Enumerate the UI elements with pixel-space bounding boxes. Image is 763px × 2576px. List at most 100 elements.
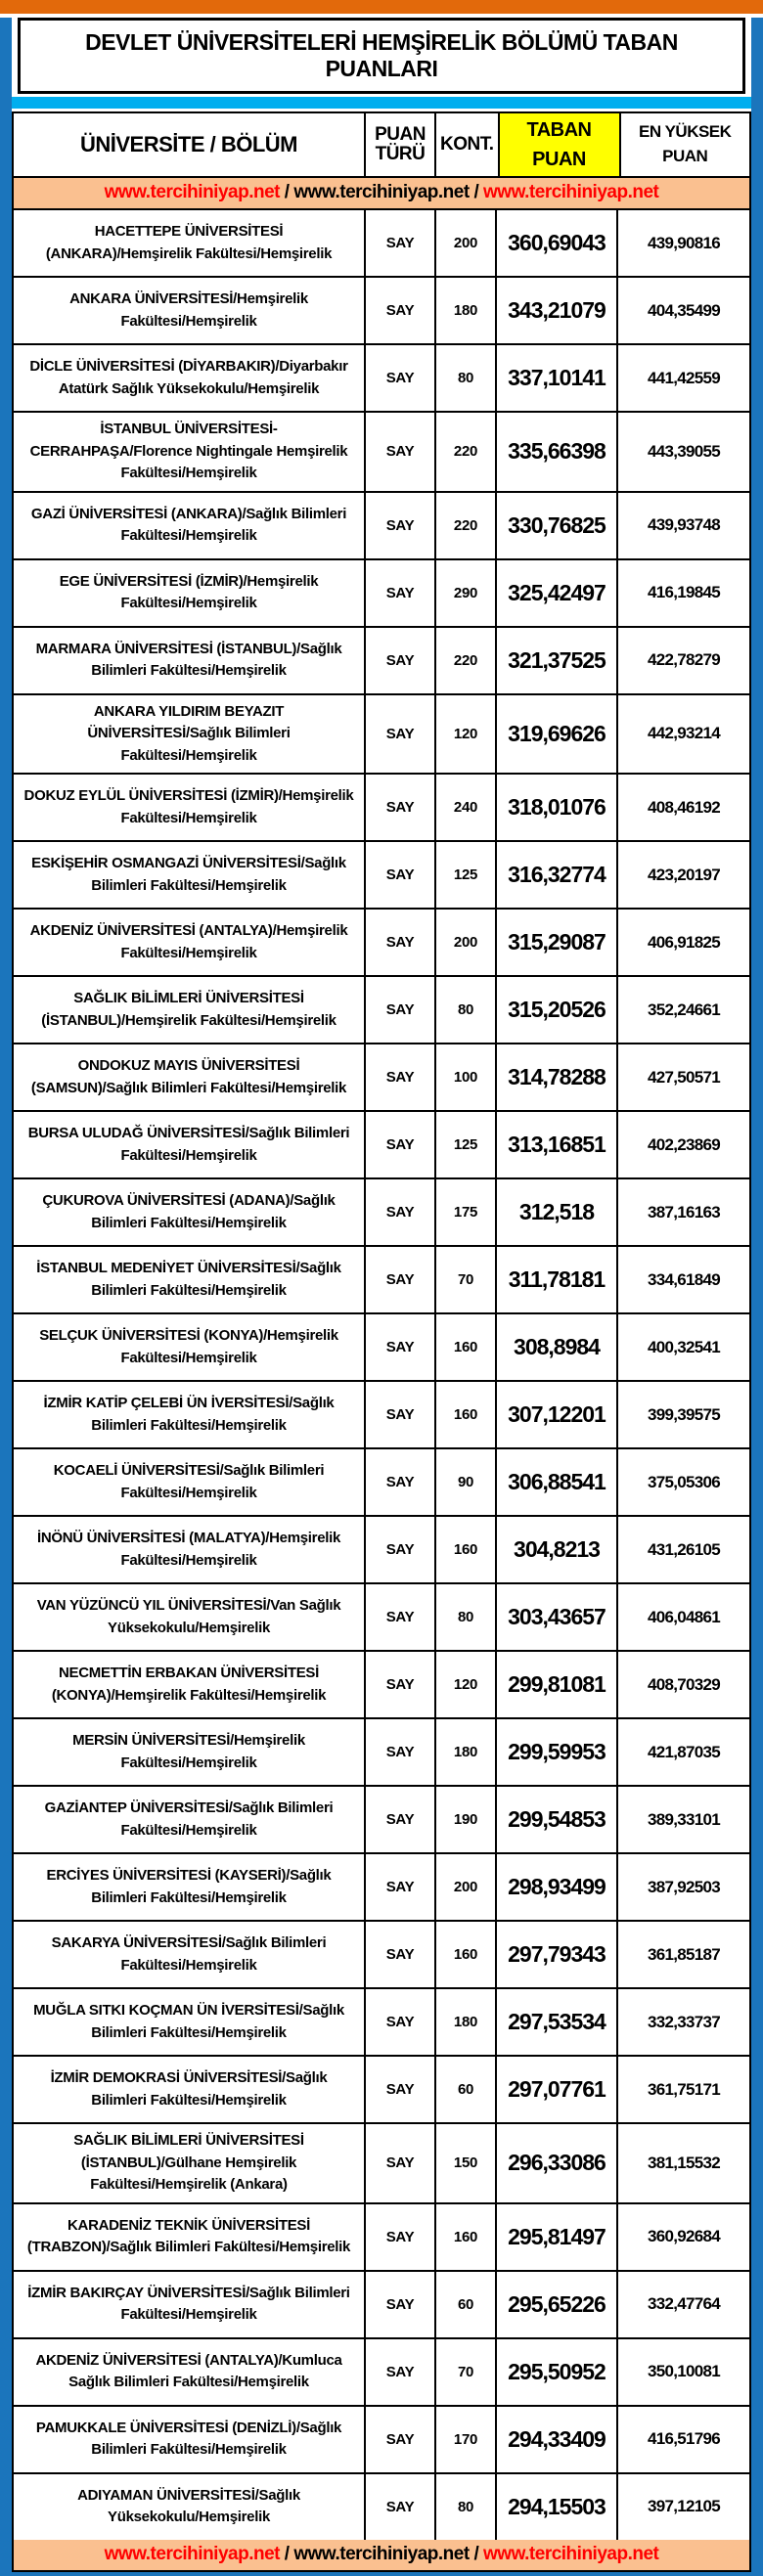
table-row: KARADENİZ TEKNİK ÜNİVERSİTESİ (TRABZON)/… bbox=[14, 2203, 749, 2272]
table-row: BURSA ULUDAĞ ÜNİVERSİTESİ/Sağlık Bilimle… bbox=[14, 1112, 749, 1179]
score-type-cell: SAY bbox=[366, 2124, 436, 2202]
table-row: NECMETTİN ERBAKAN ÜNİVERSİTESİ (KONYA)/H… bbox=[14, 1652, 749, 1719]
highest-score-cell: 400,32541 bbox=[647, 1337, 721, 1356]
quota-cell: 150 bbox=[436, 2124, 497, 2202]
university-cell: İZMİR KATİP ÇELEBİ ÜN İVERSİTESİ/Sağlık … bbox=[14, 1382, 366, 1447]
base-score-cell: 303,43657 bbox=[497, 1584, 618, 1650]
university-cell: EGE ÜNİVERSİTESİ (İZMİR)/Hemşirelik Fakü… bbox=[14, 559, 366, 626]
base-score-cell: 296,33086 bbox=[497, 2124, 618, 2202]
university-cell: BURSA ULUDAĞ ÜNİVERSİTESİ/Sağlık Bilimle… bbox=[14, 1112, 366, 1177]
quota-cell: 170 bbox=[436, 2406, 497, 2472]
base-score-cell: 304,8213 bbox=[497, 1517, 618, 1582]
university-cell: ANKARA ÜNİVERSİTESİ/Hemşirelik Fakültesi… bbox=[14, 278, 366, 343]
university-cell: ÇUKUROVA ÜNİVERSİTESİ (ADANA)/Sağlık Bil… bbox=[14, 1179, 366, 1245]
highest-score-cell: 361,75171 bbox=[647, 2079, 721, 2099]
table-row: VAN YÜZÜNCÜ YIL ÜNİVERSİTESİ/Van Sağlık … bbox=[14, 1584, 749, 1652]
university-cell: SAĞLIK BİLİMLERİ ÜNİVERSİTESİ (İSTANBUL)… bbox=[14, 977, 366, 1043]
table-row: ONDOKUZ MAYIS ÜNİVERSİTESİ (SAMSUN)/Sağl… bbox=[14, 1044, 749, 1112]
highest-score-cell: 427,50571 bbox=[647, 1067, 721, 1087]
quota-cell: 120 bbox=[436, 1652, 497, 1717]
university-cell: DOKUZ EYLÜL ÜNİVERSİTESİ (İZMİR)/Hemşire… bbox=[14, 775, 366, 840]
highest-score-cell: 416,51796 bbox=[647, 2429, 721, 2448]
quota-cell: 220 bbox=[436, 413, 497, 491]
university-cell: PAMUKKALE ÜNİVERSİTESİ (DENİZLİ)/Sağlık … bbox=[14, 2406, 366, 2472]
highest-score-cell: 422,78279 bbox=[647, 650, 721, 669]
university-cell: MUĞLA SITKI KOÇMAN ÜN İVERSİTESİ/Sağlık … bbox=[14, 1989, 366, 2055]
base-score-cell: 299,54853 bbox=[497, 1787, 618, 1852]
highest-score-cell: 334,61849 bbox=[647, 1269, 721, 1289]
base-score-cell: 294,33409 bbox=[497, 2406, 618, 2472]
base-score-cell: 306,88541 bbox=[497, 1449, 618, 1515]
highest-score-cell: 416,19845 bbox=[647, 583, 721, 601]
quota-cell: 90 bbox=[436, 1449, 497, 1515]
score-type-cell: SAY bbox=[366, 1382, 436, 1447]
quota-cell: 80 bbox=[436, 1584, 497, 1650]
quota-cell: 160 bbox=[436, 2203, 497, 2270]
highest-score-cell: 404,35499 bbox=[647, 300, 721, 320]
base-score-cell: 321,37525 bbox=[497, 627, 618, 693]
base-score-cell: 325,42497 bbox=[497, 559, 618, 626]
quota-cell: 160 bbox=[436, 1314, 497, 1380]
highest-score-cell: 421,87035 bbox=[647, 1742, 721, 1761]
website-link[interactable]: www.tercihiniyap.net bbox=[104, 182, 281, 202]
highest-score-cell: 352,24661 bbox=[647, 999, 721, 1019]
top-white-strip bbox=[0, 14, 763, 18]
university-cell: İSTANBUL MEDENİYET ÜNİVERSİTESİ/Sağlık B… bbox=[14, 1247, 366, 1312]
base-score-cell: 312,518 bbox=[497, 1179, 618, 1245]
website-link[interactable]: www.tercihiniyap.net bbox=[293, 2543, 470, 2564]
base-score-cell: 308,8984 bbox=[497, 1314, 618, 1380]
university-cell: İZMİR BAKIRÇAY ÜNİVERSİTESİ/Sağlık Bilim… bbox=[14, 2271, 366, 2337]
base-score-cell: 314,78288 bbox=[497, 1044, 618, 1110]
score-type-cell: SAY bbox=[366, 1314, 436, 1380]
table-row: MARMARA ÜNİVERSİTESİ (İSTANBUL)/Sağlık B… bbox=[14, 627, 749, 695]
table-row: MERSİN ÜNİVERSİTESİ/Hemşirelik Fakültesi… bbox=[14, 1719, 749, 1787]
score-type-cell: SAY bbox=[366, 977, 436, 1043]
quota-cell: 220 bbox=[436, 627, 497, 693]
table-row: ANKARA YILDIRIM BEYAZIT ÜNİVERSİTESİ/Sağ… bbox=[14, 694, 749, 775]
university-cell: NECMETTİN ERBAKAN ÜNİVERSİTESİ (KONYA)/H… bbox=[14, 1652, 366, 1717]
quota-cell: 220 bbox=[436, 492, 497, 558]
website-link[interactable]: www.tercihiniyap.net bbox=[293, 182, 470, 202]
base-score-cell: 343,21079 bbox=[497, 278, 618, 343]
highest-score-cell: 402,23869 bbox=[647, 1134, 721, 1154]
score-type-cell: SAY bbox=[366, 413, 436, 491]
university-cell: VAN YÜZÜNCÜ YIL ÜNİVERSİTESİ/Van Sağlık … bbox=[14, 1584, 366, 1650]
website-link[interactable]: www.tercihiniyap.net bbox=[104, 2543, 281, 2564]
score-type-cell: SAY bbox=[366, 1112, 436, 1177]
table-row: SAĞLIK BİLİMLERİ ÜNİVERSİTESİ (İSTANBUL)… bbox=[14, 2124, 749, 2204]
university-cell: ERCİYES ÜNİVERSİTESİ (KAYSERİ)/Sağlık Bi… bbox=[14, 1854, 366, 1920]
quota-cell: 125 bbox=[436, 1112, 497, 1177]
base-score-cell: 297,79343 bbox=[497, 1922, 618, 1987]
score-type-cell: SAY bbox=[366, 2473, 436, 2540]
quota-cell: 80 bbox=[436, 977, 497, 1043]
table-row: ÇUKUROVA ÜNİVERSİTESİ (ADANA)/Sağlık Bil… bbox=[14, 1179, 749, 1247]
score-type-cell: SAY bbox=[366, 345, 436, 411]
highest-score-cell: 332,47764 bbox=[647, 2294, 721, 2313]
highest-score-cell: 360,92684 bbox=[647, 2227, 721, 2245]
table-row: KOCAELİ ÜNİVERSİTESİ/Sağlık Bilimleri Fa… bbox=[14, 1449, 749, 1517]
university-cell: MERSİN ÜNİVERSİTESİ/Hemşirelik Fakültesi… bbox=[14, 1719, 366, 1785]
university-cell: MARMARA ÜNİVERSİTESİ (İSTANBUL)/Sağlık B… bbox=[14, 627, 366, 693]
table-row: HACETTEPE ÜNİVERSİTESİ (ANKARA)/Hemşirel… bbox=[14, 210, 749, 278]
score-type-cell: SAY bbox=[366, 1449, 436, 1515]
table-row: İZMİR DEMOKRASİ ÜNİVERSİTESİ/Sağlık Bili… bbox=[14, 2057, 749, 2124]
quota-cell: 190 bbox=[436, 1787, 497, 1852]
highest-score-cell: 399,39575 bbox=[647, 1404, 721, 1424]
score-type-cell: SAY bbox=[366, 492, 436, 558]
table-row: İZMİR BAKIRÇAY ÜNİVERSİTESİ/Sağlık Bilim… bbox=[14, 2271, 749, 2339]
base-score-cell: 330,76825 bbox=[497, 492, 618, 558]
highest-score-cell: 361,85187 bbox=[647, 1944, 721, 1964]
website-link[interactable]: www.tercihiniyap.net bbox=[483, 182, 659, 202]
quota-cell: 160 bbox=[436, 1517, 497, 1582]
university-cell: SELÇUK ÜNİVERSİTESİ (KONYA)/Hemşirelik F… bbox=[14, 1314, 366, 1380]
highest-score-cell: 397,12105 bbox=[647, 2497, 721, 2515]
website-url-bar-bottom: www.tercihiniyap.net / www.tercihiniyap.… bbox=[14, 2539, 749, 2570]
table-row: İNÖNÜ ÜNİVERSİTESİ (MALATYA)/Hemşirelik … bbox=[14, 1517, 749, 1584]
score-type-cell: SAY bbox=[366, 1517, 436, 1582]
base-score-cell: 294,15503 bbox=[497, 2473, 618, 2540]
score-type-cell: SAY bbox=[366, 842, 436, 908]
website-link[interactable]: www.tercihiniyap.net bbox=[483, 2543, 659, 2564]
university-cell: ESKİŞEHİR OSMANGAZİ ÜNİVERSİTESİ/Sağlık … bbox=[14, 842, 366, 908]
page-title: DEVLET ÜNİVERSİTELERİ HEMŞİRELİK BÖLÜMÜ … bbox=[18, 18, 745, 94]
table-row: EGE ÜNİVERSİTESİ (İZMİR)/Hemşirelik Fakü… bbox=[14, 559, 749, 628]
